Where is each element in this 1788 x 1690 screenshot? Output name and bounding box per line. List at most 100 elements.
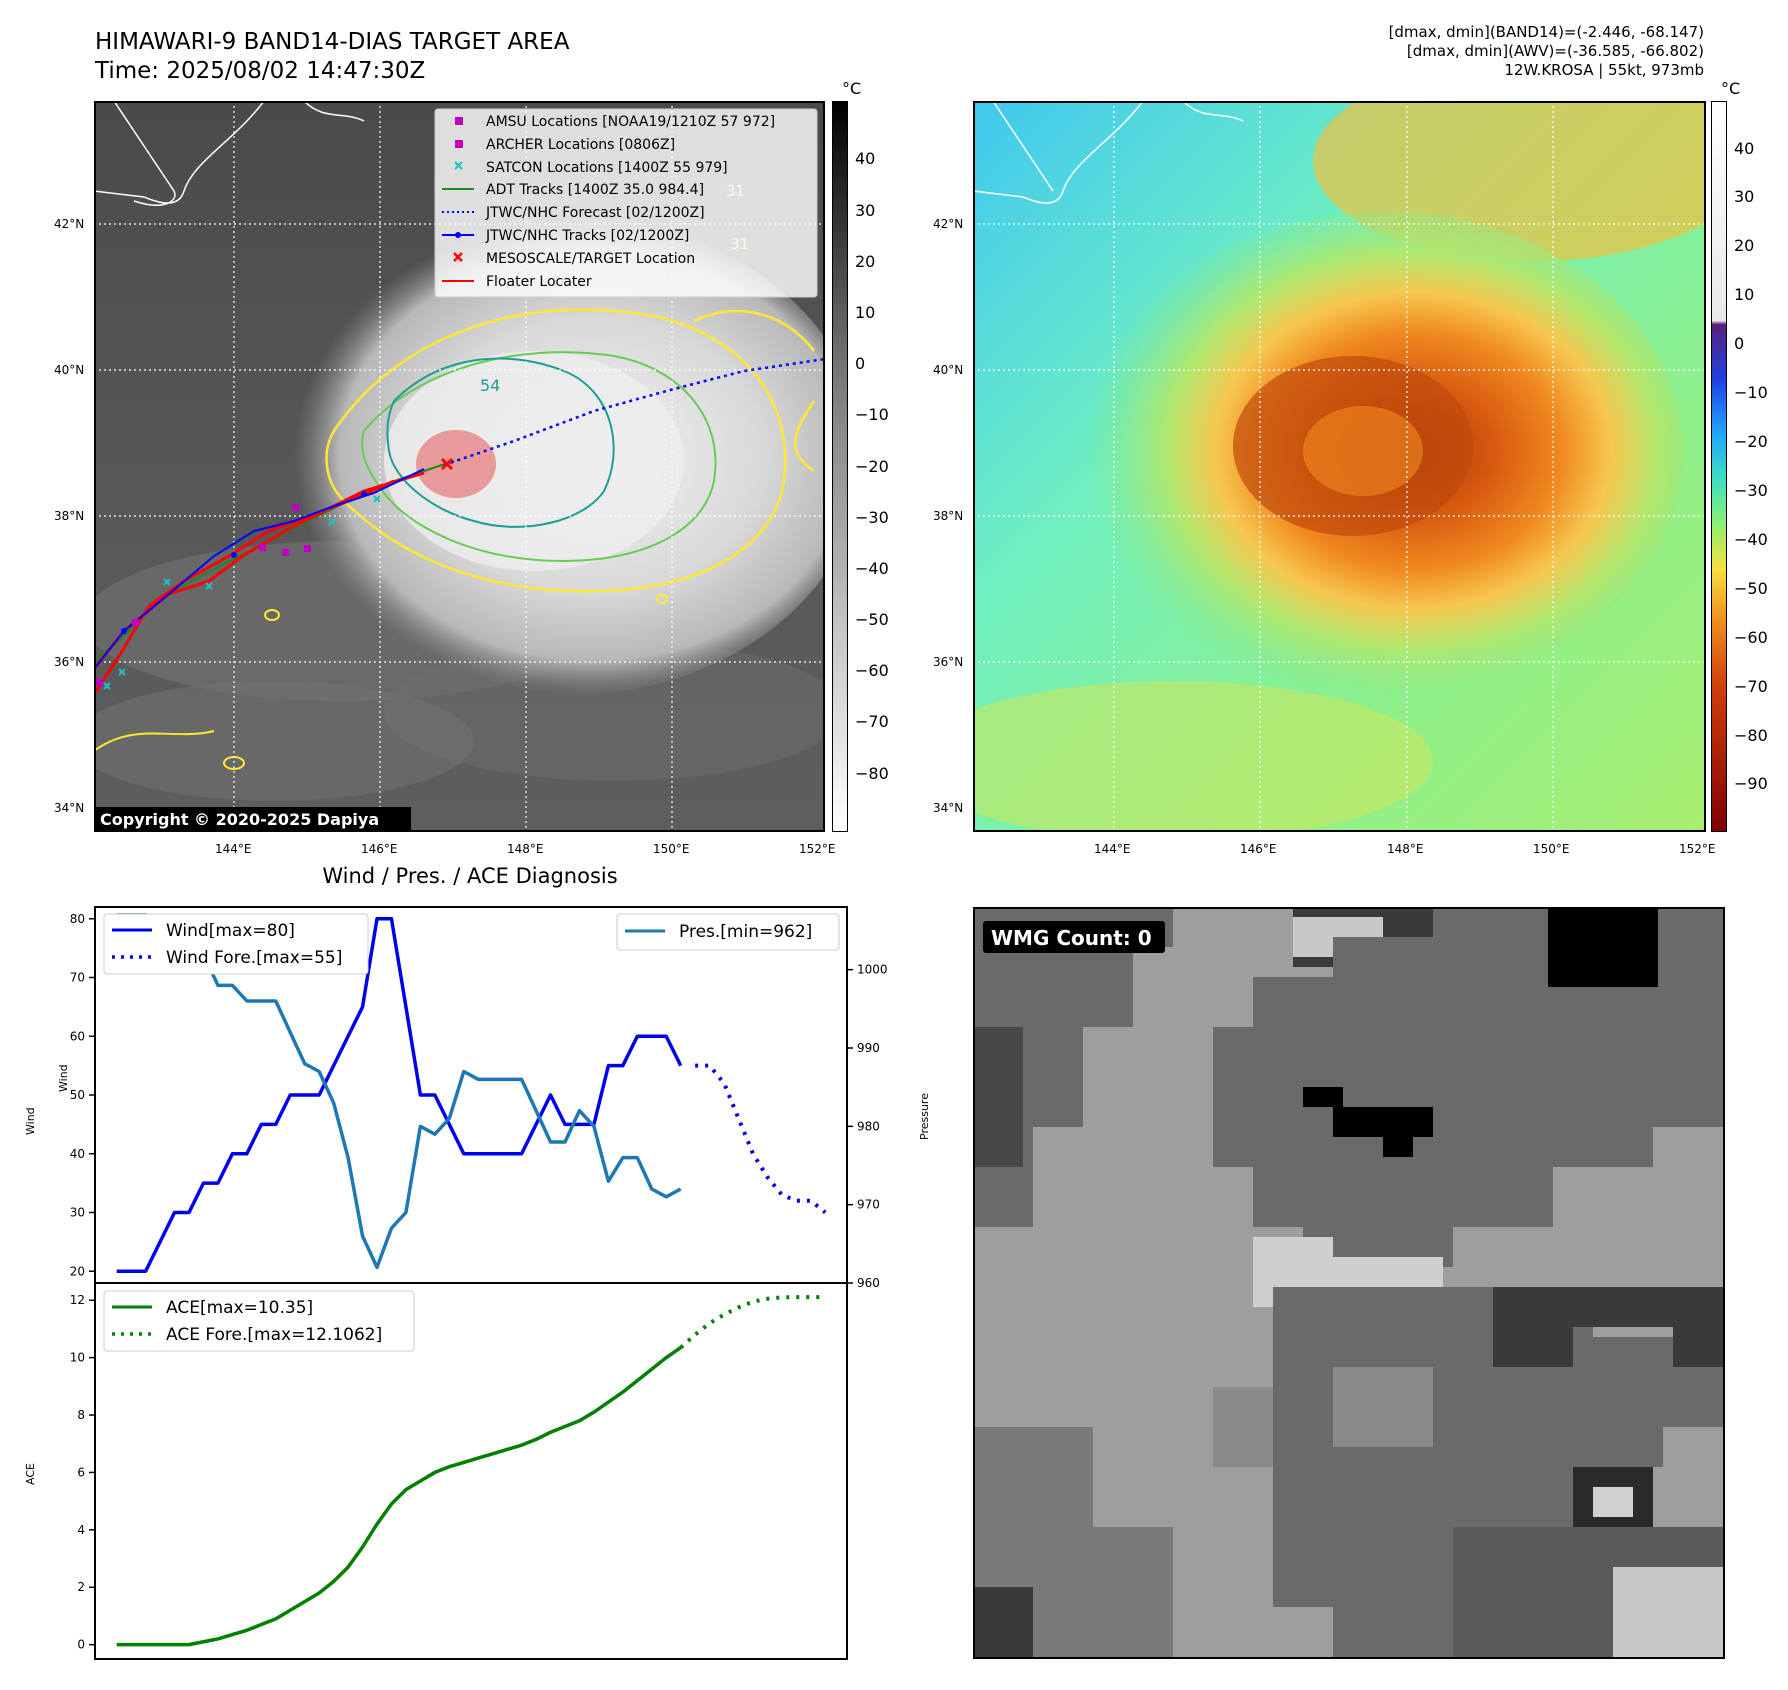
- series-line-0: [116, 917, 683, 1273]
- contour-teal: [386, 357, 615, 528]
- lat-label: 36°N: [54, 655, 85, 669]
- lat-label: 34°N: [933, 801, 964, 815]
- gray-colorbar-tick: −50: [855, 610, 889, 629]
- lon-label: 152°E: [799, 842, 836, 856]
- amsu-points: [96, 504, 311, 686]
- ace-legend: ACE[max=10.35] ACE Fore.[max=12.1062]: [103, 1290, 415, 1352]
- colorbar-unit: °C: [1721, 79, 1741, 98]
- pressure-axis-label: Pressure: [918, 1093, 931, 1140]
- wind-tick-label: 30: [70, 1206, 85, 1220]
- info-line-1: [dmax, dmin](BAND14)=(-2.446, -68.147): [1388, 23, 1704, 41]
- ir-map-panel: 54 31 31 AMSU Locations [NOAA19/1210Z 57…: [94, 101, 825, 832]
- lon-label: 148°E: [1387, 842, 1424, 856]
- ace-tick-label: 2: [77, 1580, 85, 1594]
- gray-colorbar-tick: 10: [855, 302, 876, 322]
- legend-wind: Wind[max=80]: [166, 921, 295, 941]
- legend-floater: Floater Locater: [486, 274, 592, 290]
- wind-tick-label: 80: [70, 912, 85, 926]
- copyright-box: [95, 807, 411, 831]
- lat-label: 38°N: [54, 509, 85, 523]
- info-line-2: [dmax, dmin](AWV)=(-36.585, -66.802): [1406, 42, 1704, 60]
- pressure-tick-label: 980: [857, 1119, 880, 1133]
- legend-satcon: SATCON Locations [1400Z 55 979]: [486, 160, 728, 176]
- wind-pressure-chart: 20 30 40 50 60 70 80 960 970 980 990 1000 Wind Pres…: [57, 906, 888, 1290]
- contour-label: 54: [480, 376, 500, 395]
- lon-label: 148°E: [507, 842, 544, 856]
- wind-tick-label: 60: [70, 1029, 85, 1043]
- contour-yellow: [325, 308, 787, 593]
- eye-region: [416, 430, 496, 498]
- gray-colorbar-tick: 30: [855, 200, 876, 220]
- color-colorbar-tick: 10: [1734, 285, 1755, 305]
- lat-label: 40°N: [933, 363, 964, 377]
- wmg-count-box: [983, 921, 1165, 953]
- ace-tick-label: 4: [77, 1523, 85, 1537]
- legend-jtwc-forecast: JTWC/NHC Forecast [02/1200Z]: [485, 205, 705, 221]
- wind-tick-label: 40: [70, 1147, 85, 1161]
- satcon-points: [103, 495, 381, 690]
- lon-label: 146°E: [361, 842, 398, 856]
- gray-colorbar-tick: −70: [855, 712, 889, 732]
- title-line-2: Time: 2025/08/02 14:47:30Z: [95, 58, 426, 84]
- ace-series-line-1: [679, 1295, 826, 1350]
- wmg-dark-region: [1548, 907, 1658, 987]
- color-colorbar: [1711, 101, 1727, 832]
- contour-green: [361, 351, 717, 563]
- color-colorbar-tick: −40: [1734, 529, 1768, 549]
- gray-colorbar-tick: −60: [855, 661, 889, 681]
- wmg-panel: WMG Count: 0: [973, 907, 1725, 1659]
- color-colorbar-tick: 30: [1734, 187, 1755, 207]
- legend-amsu: AMSU Locations [NOAA19/1210Z 57 972]: [486, 114, 775, 130]
- lon-label: 146°E: [1240, 842, 1277, 856]
- legend-pressure: Pres.[min=962]: [679, 922, 812, 942]
- color-colorbar-tick: −30: [1734, 480, 1768, 500]
- lat-label: 36°N: [933, 655, 964, 669]
- jtwc-track: [94, 468, 425, 670]
- wind-tick-label: 20: [70, 1264, 85, 1278]
- lat-label: 38°N: [933, 509, 964, 523]
- color-colorbar-tick: −20: [1734, 432, 1768, 452]
- legend-ace-forecast: ACE Fore.[max=12.1062]: [166, 1325, 382, 1345]
- awv-map-panel: [973, 101, 1706, 832]
- wind-tick-label: 70: [70, 971, 85, 985]
- lon-label: 150°E: [1533, 842, 1570, 856]
- legend-ace: ACE[max=10.35]: [166, 1298, 313, 1318]
- legend-target: MESOSCALE/TARGET Location: [486, 251, 695, 267]
- target-location-marker: [440, 457, 454, 471]
- pressure-tick-label: 960: [857, 1276, 880, 1290]
- page-title: HIMAWARI-9 BAND14-DIAS TARGET AREA Time:…: [95, 28, 569, 86]
- gray-colorbar: [832, 101, 848, 832]
- lon-label: 144°E: [215, 842, 252, 856]
- legend-adt: ADT Tracks [1400Z 35.0 984.4]: [486, 182, 704, 198]
- pressure-tick-label: 1000: [857, 963, 888, 977]
- wind-axis-label: Wind: [57, 1064, 70, 1092]
- color-colorbar-tick: 40: [1734, 138, 1755, 158]
- ace-tick-label: 10: [70, 1351, 85, 1365]
- color-colorbar-tick: 20: [1734, 236, 1755, 256]
- title-line-1: HIMAWARI-9 BAND14-DIAS TARGET AREA: [95, 29, 570, 55]
- storm-info: [dmax, dmin](BAND14)=(-2.446, -68.147) […: [1389, 23, 1704, 80]
- color-colorbar-tick: −80: [1734, 725, 1768, 745]
- ace-tick-label: 6: [77, 1465, 85, 1479]
- wmg-count-label: WMG Count: 0: [991, 926, 1152, 950]
- diagnosis-title: Wind / Pres. / ACE Diagnosis: [322, 864, 618, 888]
- ace-tick-label: 12: [70, 1293, 85, 1307]
- lat-label: 42°N: [54, 217, 85, 231]
- colorbar-unit: °C: [842, 79, 862, 98]
- color-colorbar-tick: −90: [1734, 774, 1768, 794]
- gray-colorbar-tick: 20: [855, 251, 876, 271]
- gray-colorbar-tick: −20: [855, 456, 889, 476]
- color-colorbar-tick: −10: [1734, 383, 1768, 403]
- legend-archer: ARCHER Locations [0806Z]: [486, 137, 675, 153]
- gray-colorbar-tick: −30: [855, 507, 889, 527]
- ace-tick-label: 8: [77, 1408, 85, 1422]
- color-colorbar-tick: −60: [1734, 627, 1768, 647]
- pressure-tick-label: 970: [857, 1198, 880, 1212]
- wind-legend: Wind[max=80] Wind Fore.[max=55] Pres.[mi…: [103, 913, 840, 975]
- color-colorbar-tick: −50: [1734, 578, 1768, 598]
- gray-colorbar-tick: 40: [855, 149, 876, 169]
- lat-label: 42°N: [933, 217, 964, 231]
- ace-chart: 0 2 4 6 8 10 12 ACE[max=10.35] ACE Fore.[max=1…: [70, 1282, 848, 1660]
- wind-tick-label: 50: [70, 1088, 85, 1102]
- color-colorbar-tick: −70: [1734, 676, 1768, 696]
